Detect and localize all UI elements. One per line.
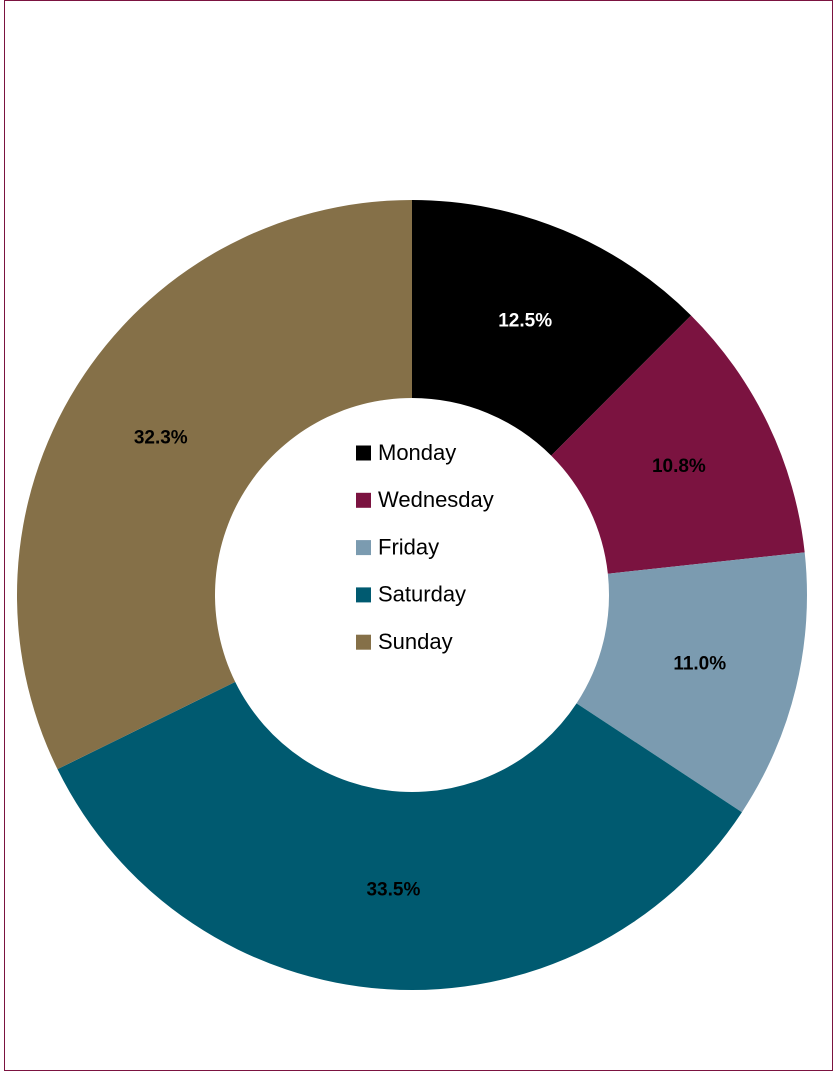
legend-label: Sunday (378, 629, 453, 654)
value-label: 33.5% (366, 879, 420, 900)
value-label: 11.0% (673, 653, 726, 674)
value-label: 12.5% (498, 311, 552, 332)
donut-slice (57, 681, 742, 990)
value-label: 10.8% (652, 456, 706, 477)
donut-slice (551, 315, 805, 574)
donut-slice (412, 200, 692, 456)
legend-label: Wednesday (378, 487, 494, 512)
legend-label: Friday (378, 534, 439, 559)
legend-label: Monday (378, 440, 456, 465)
legend-swatch (356, 445, 371, 461)
legend-swatch (356, 540, 371, 556)
donut-slice (16, 200, 412, 770)
legend-label: Saturday (378, 582, 466, 607)
donut-slice (576, 552, 807, 813)
value-label: 32.3% (134, 428, 188, 449)
legend-swatch (356, 492, 371, 508)
legend-swatch (356, 634, 371, 650)
legend-swatch (356, 587, 371, 603)
